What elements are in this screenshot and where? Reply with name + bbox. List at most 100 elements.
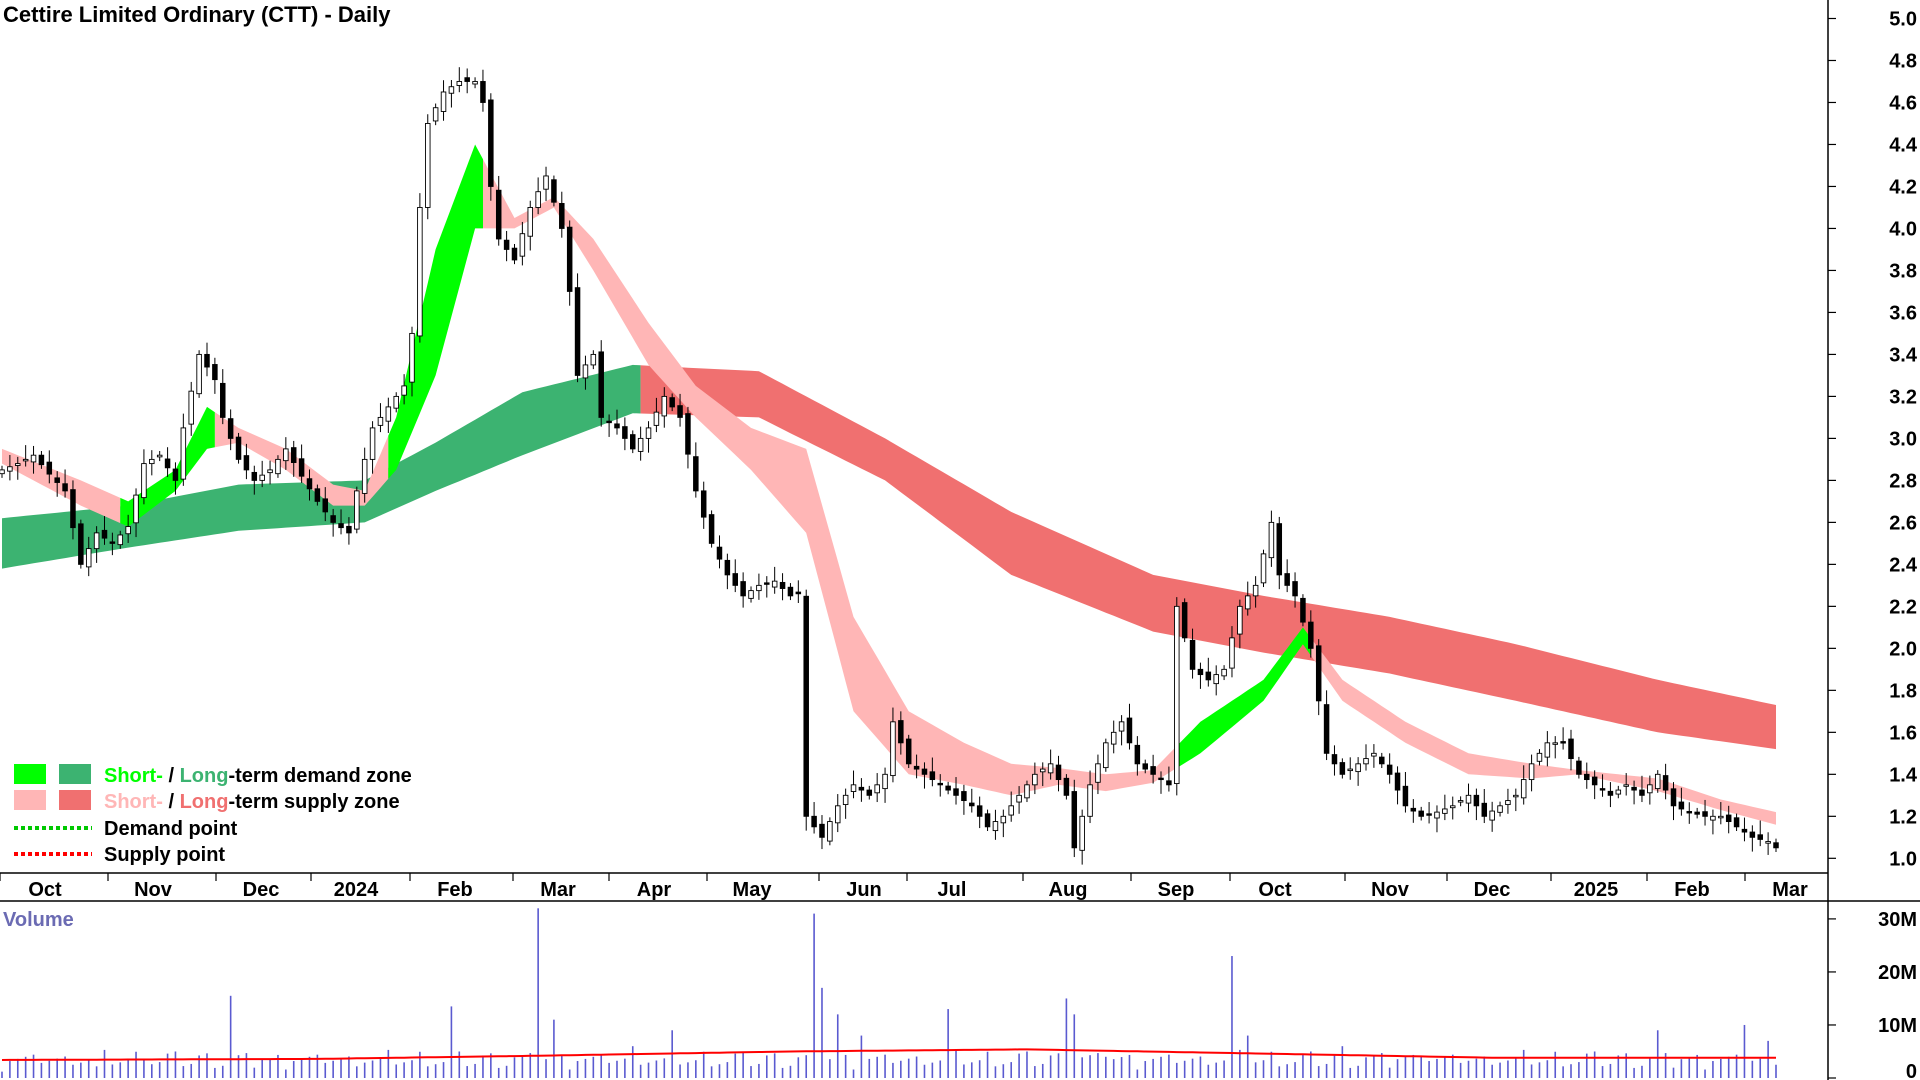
candle — [259, 460, 265, 488]
candle — [361, 447, 368, 503]
candle — [298, 444, 305, 483]
candle — [1268, 510, 1275, 567]
volume-bar — [1, 1071, 3, 1078]
volume-bar — [655, 1060, 658, 1078]
candle — [369, 421, 376, 474]
candle — [1505, 788, 1511, 814]
legend-swatch-long — [59, 764, 91, 784]
volume-bar — [687, 1062, 689, 1078]
price-tick-label: 2.8 — [1889, 470, 1917, 492]
volume-bar — [64, 1056, 66, 1078]
candle — [1639, 775, 1645, 803]
candle — [306, 469, 313, 501]
volume-bar — [127, 1060, 129, 1078]
volume-bar — [710, 1066, 713, 1078]
volume-bar — [639, 1064, 642, 1078]
candle — [156, 450, 163, 462]
candle — [78, 519, 84, 569]
price-tick-label: 1.4 — [1889, 764, 1918, 786]
volume-bar — [1215, 1062, 1218, 1078]
short-term-zone-supply — [2, 448, 121, 524]
candle — [700, 481, 707, 529]
volume-bar — [261, 1059, 263, 1078]
volume-bar — [1507, 1060, 1509, 1078]
price-tick-label: 1.8 — [1889, 680, 1917, 702]
candle — [141, 449, 147, 505]
volume-bar — [758, 1063, 760, 1078]
candle — [1008, 791, 1014, 822]
volume-bar — [1294, 1062, 1296, 1078]
volume-bar — [1404, 1057, 1407, 1078]
volume-bar — [497, 1067, 500, 1078]
volume-bar — [994, 1066, 997, 1078]
volume-bar — [1467, 1060, 1470, 1078]
candle — [637, 426, 644, 461]
candle — [1497, 801, 1503, 817]
volume-bar — [852, 1069, 855, 1078]
candle — [630, 430, 636, 454]
candle — [1631, 780, 1637, 805]
time-axis: Oct Nov Dec 2024 Feb Mar Apr May Jun Jul Aug Sep Oct… — [0, 873, 1808, 901]
volume-bar — [166, 1053, 169, 1078]
candle — [1221, 665, 1227, 681]
volume-bar — [269, 1059, 271, 1078]
candle — [566, 220, 573, 306]
candle — [220, 369, 226, 425]
candle — [511, 243, 518, 265]
candle — [614, 409, 620, 435]
volume-bar — [1751, 1060, 1754, 1078]
volume-bar — [474, 1063, 476, 1078]
candle — [1189, 628, 1196, 679]
candle — [464, 68, 470, 94]
candle — [992, 809, 999, 840]
candle — [527, 200, 534, 251]
time-tick-label: Oct — [1258, 879, 1292, 901]
volume-tick-label: 0 — [1906, 1061, 1917, 1080]
candle — [551, 175, 557, 207]
volume-bar — [9, 1061, 11, 1078]
candle — [693, 442, 699, 498]
volume-bar — [631, 1046, 634, 1078]
candle — [1584, 762, 1590, 789]
volume-bar — [1120, 1057, 1123, 1078]
volume-bar — [450, 1006, 453, 1078]
volume-bar — [900, 1060, 902, 1078]
candle — [795, 580, 802, 604]
volume-bar — [1759, 1058, 1762, 1078]
candle — [535, 177, 541, 215]
candle — [740, 572, 746, 608]
volume-bar — [56, 1058, 58, 1078]
candle — [913, 754, 920, 779]
volume-bar — [773, 1053, 776, 1078]
volume-bar — [16, 1058, 19, 1078]
volume-bar — [1246, 1035, 1249, 1078]
volume-bar — [426, 1066, 429, 1078]
volume-bar — [1049, 1055, 1052, 1078]
candle — [7, 454, 13, 481]
candle — [598, 340, 604, 427]
candle — [898, 711, 904, 755]
volume-bar — [907, 1058, 910, 1078]
candle — [314, 484, 321, 506]
volume-bar — [813, 913, 815, 1078]
candle — [227, 409, 234, 451]
short-term-zone-supply — [214, 412, 389, 506]
volume-bar — [458, 1051, 461, 1078]
candle — [1520, 765, 1527, 805]
candle — [921, 762, 928, 789]
candle — [15, 456, 21, 480]
candle — [677, 393, 683, 427]
volume-bar — [781, 1067, 784, 1078]
candle — [1300, 594, 1306, 627]
candle — [283, 437, 289, 470]
volume-bar — [765, 1055, 768, 1078]
volume-bar — [726, 1062, 729, 1078]
volume-bar — [1160, 1056, 1162, 1078]
candle — [1457, 796, 1464, 807]
volume-bar — [1515, 1058, 1517, 1078]
time-tick-label: May — [733, 879, 773, 901]
volume-bar — [970, 1062, 973, 1078]
legend-label: Short- / Long-term demand zone — [104, 765, 412, 787]
volume-bar — [1428, 1061, 1430, 1078]
